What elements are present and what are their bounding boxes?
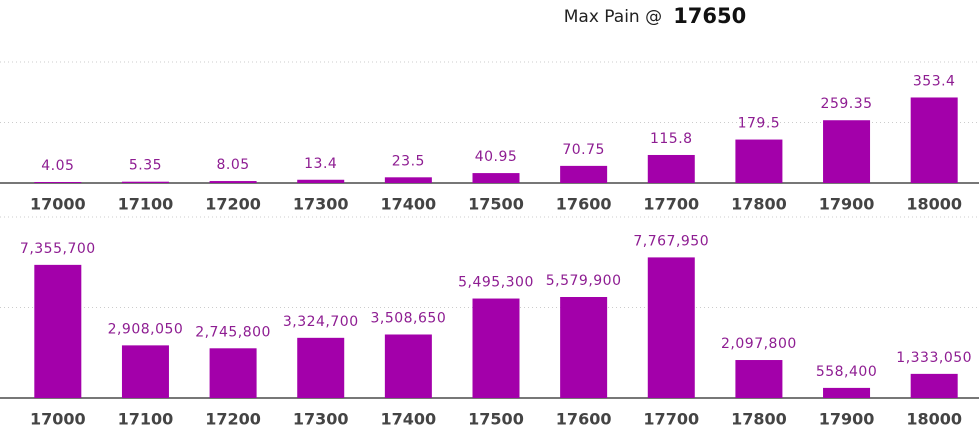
header-label: Max Pain @	[564, 7, 662, 27]
bar	[560, 297, 608, 398]
value-label: 353.4	[913, 73, 956, 89]
x-tick-label: 17400	[381, 410, 437, 429]
value-label: 2,097,800	[721, 336, 797, 352]
value-label: 8.05	[217, 157, 250, 173]
value-label: 40.95	[475, 149, 518, 165]
x-tick-label: 17100	[118, 410, 174, 429]
x-tick-label: 17700	[643, 195, 699, 214]
value-label: 558,400	[816, 364, 877, 380]
x-tick-label: 17800	[731, 195, 787, 214]
x-tick-label: 17000	[30, 410, 86, 429]
x-tick-label: 17900	[819, 410, 875, 429]
value-label: 1,333,050	[896, 350, 972, 366]
value-label: 3,508,650	[370, 310, 446, 326]
value-label: 5.35	[129, 158, 162, 174]
x-tick-label: 18000	[906, 410, 962, 429]
x-tick-label: 17600	[556, 195, 612, 214]
value-label: 7,355,700	[20, 241, 96, 257]
bar	[121, 345, 169, 398]
bar	[121, 181, 169, 183]
bar	[297, 179, 345, 183]
bar	[384, 334, 432, 398]
value-label: 5,579,900	[546, 273, 622, 289]
bar	[472, 298, 520, 398]
x-tick-label: 17100	[118, 195, 174, 214]
bar	[910, 373, 958, 398]
value-label: 115.8	[650, 131, 693, 147]
bar	[384, 177, 432, 183]
value-label: 13.4	[304, 156, 337, 172]
bar	[297, 337, 345, 398]
x-tick-label: 17400	[381, 195, 437, 214]
x-tick-label: 17600	[556, 410, 612, 429]
value-label: 4.05	[41, 158, 74, 174]
bar	[647, 257, 695, 398]
bar	[735, 360, 783, 398]
bar	[472, 173, 520, 183]
x-tick-label: 17900	[819, 195, 875, 214]
bar	[34, 264, 82, 398]
x-tick-label: 17500	[468, 195, 524, 214]
value-label: 2,745,800	[195, 324, 271, 340]
x-tick-label: 18000	[906, 195, 962, 214]
bar	[910, 97, 958, 183]
bar	[823, 387, 871, 398]
bar	[209, 348, 257, 398]
value-label: 7,767,950	[633, 233, 709, 249]
bar	[209, 181, 257, 183]
x-tick-label: 17200	[205, 195, 261, 214]
value-label: 2,908,050	[108, 321, 184, 337]
x-tick-label: 17000	[30, 195, 86, 214]
value-label: 3,324,700	[283, 314, 359, 330]
value-label: 179.5	[738, 116, 781, 132]
bar	[647, 154, 695, 183]
value-label: 259.35	[821, 96, 873, 112]
x-tick-label: 17300	[293, 410, 349, 429]
header-value: 17650	[673, 4, 746, 28]
bar	[823, 120, 871, 183]
x-tick-label: 17500	[468, 410, 524, 429]
value-label: 5,495,300	[458, 275, 534, 291]
x-tick-label: 17700	[643, 410, 699, 429]
bar	[560, 165, 608, 183]
bar	[34, 182, 82, 183]
bar	[735, 139, 783, 183]
x-tick-label: 17200	[205, 410, 261, 429]
value-label: 23.5	[392, 153, 425, 169]
x-tick-label: 17800	[731, 410, 787, 429]
value-label: 70.75	[562, 142, 605, 158]
header: Max Pain @ 17650	[564, 4, 747, 28]
x-tick-label: 17300	[293, 195, 349, 214]
